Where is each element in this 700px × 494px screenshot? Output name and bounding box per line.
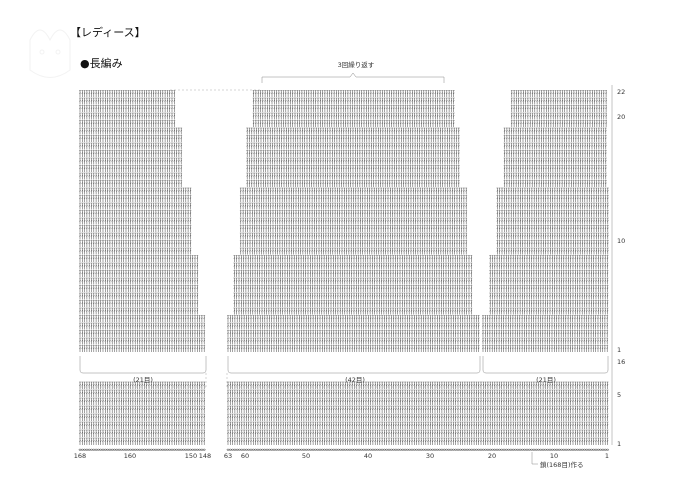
stitch-number: 168 <box>74 452 86 460</box>
lower-body-stitches <box>78 381 609 451</box>
page-title: 【レディース】 <box>70 26 146 39</box>
yoke-stitches <box>79 90 609 352</box>
cast-on-note: 鎖(168目)作る <box>540 460 583 469</box>
stitch-number: 50 <box>302 452 310 460</box>
stitch-number: 60 <box>241 452 249 460</box>
stitch-number: 63 <box>224 452 232 460</box>
repeat-label: 3回繰り返す <box>338 60 375 69</box>
repeat-brace <box>261 72 445 83</box>
row-number: 22 <box>617 88 625 96</box>
stitch-number: 40 <box>364 452 372 460</box>
row-number: 5 <box>617 391 621 399</box>
stitch-number: 150 <box>185 452 197 460</box>
section-guides <box>79 85 613 445</box>
stitch-number: 10 <box>550 452 558 460</box>
row-number: 20 <box>617 113 625 121</box>
stitch-type-heading: ●長編み <box>80 57 123 70</box>
cast-on-pointer <box>531 452 538 465</box>
stitch-number: 148 <box>199 452 211 460</box>
row-number: 10 <box>617 237 625 245</box>
row-number: 16 <box>617 358 625 366</box>
stitch-number: 20 <box>488 452 496 460</box>
section-label-left: (21目) <box>133 376 153 384</box>
section-label-right: (21目) <box>536 376 556 384</box>
section-label-center: (42目) <box>345 376 365 384</box>
watermark-icon <box>29 29 71 78</box>
row-number: 1 <box>617 346 621 354</box>
row-number: 1 <box>617 440 621 448</box>
stitch-number: 30 <box>426 452 434 460</box>
stitch-number: 160 <box>124 452 136 460</box>
stitch-number: 1 <box>605 452 609 460</box>
